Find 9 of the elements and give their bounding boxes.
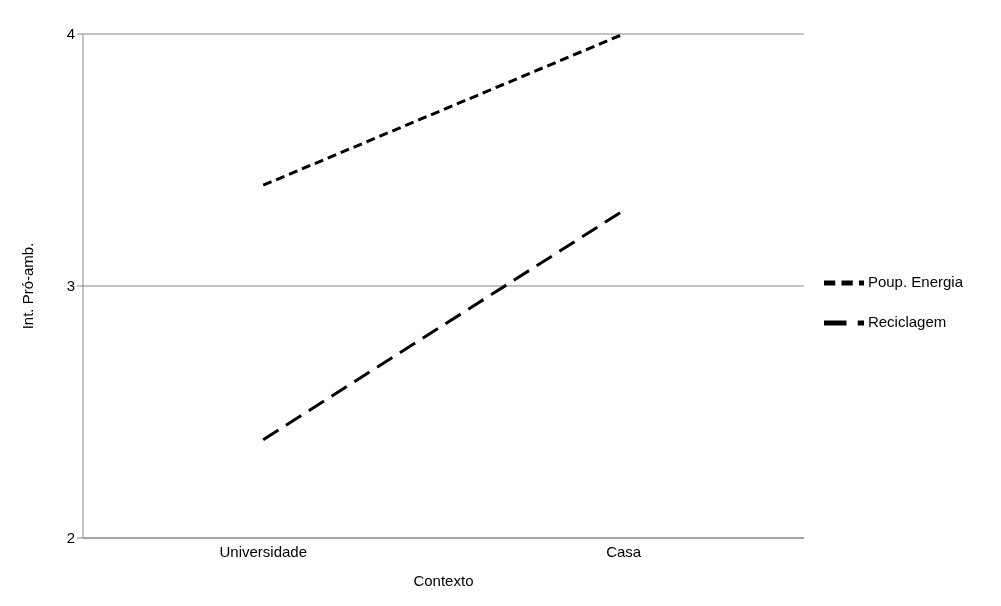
legend-label: Poup. Energia <box>867 272 963 290</box>
x-tick-label: Casa <box>606 542 642 560</box>
y-tick-label: 4 <box>66 25 75 43</box>
y-axis-title: Int. Pró-amb. <box>19 242 37 330</box>
y-tick-label: 3 <box>66 277 75 295</box>
x-axis-title: Contexto <box>413 572 474 589</box>
legend-label: Reciclagem <box>867 312 947 330</box>
y-tick-label: 2 <box>66 529 75 547</box>
x-tick-label: Universidade <box>219 542 307 560</box>
